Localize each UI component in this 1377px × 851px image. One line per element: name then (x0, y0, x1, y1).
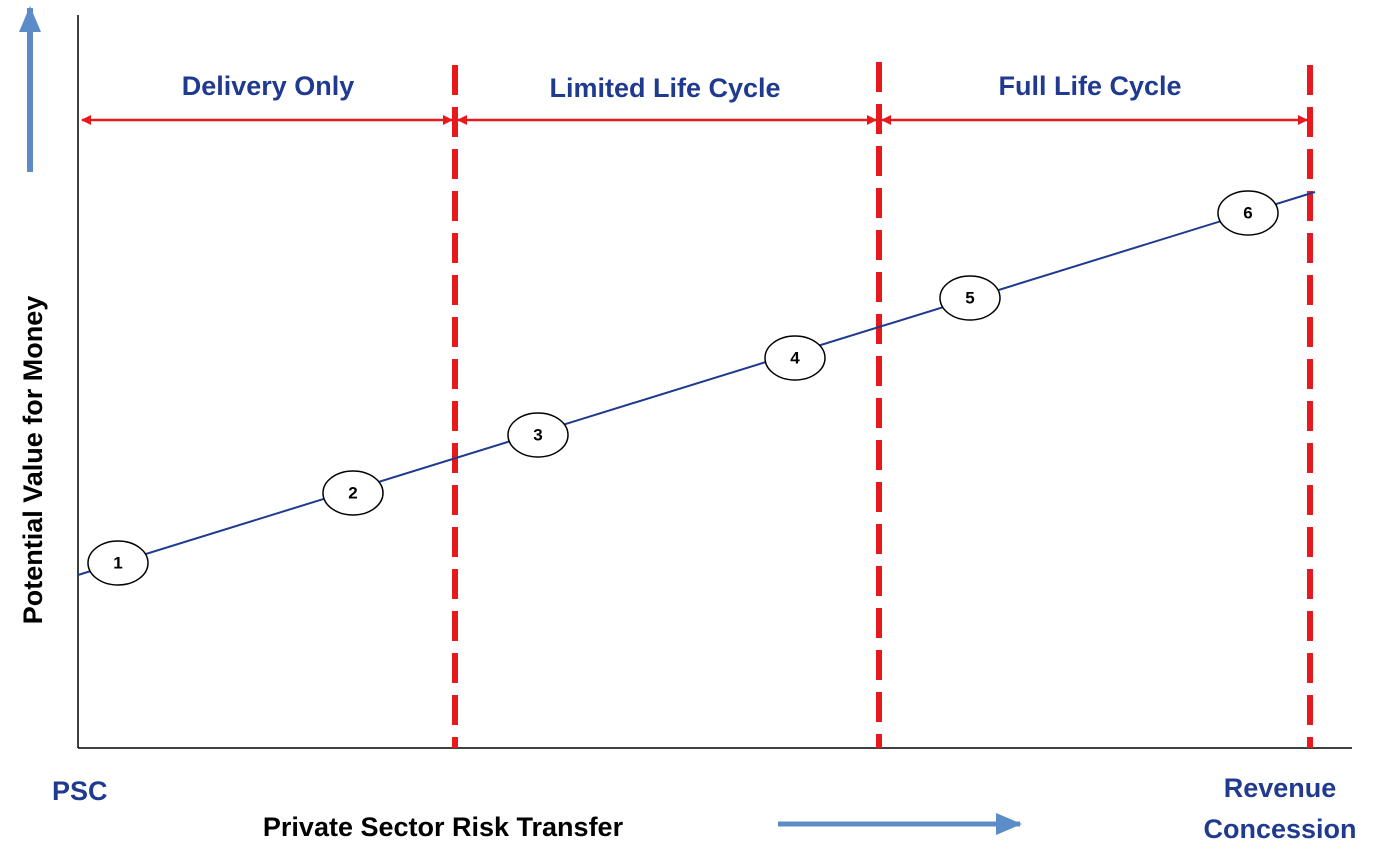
node-label: 4 (790, 348, 800, 367)
zone-dividers (452, 62, 1313, 748)
node-circle (507, 412, 569, 458)
x-end-label: Revenue (1224, 773, 1337, 803)
node-label: 5 (965, 288, 974, 307)
trend-line (77, 191, 1316, 576)
x-end-label: Concession (1203, 814, 1356, 844)
node-circle (322, 470, 384, 516)
node-circle (939, 275, 1001, 321)
zone-label: Limited Life Cycle (549, 73, 780, 103)
node-circle (764, 335, 826, 381)
node-label: 6 (1243, 203, 1252, 222)
x-start-label: PSC (52, 776, 108, 806)
node-label: 2 (348, 483, 357, 502)
zone-label: Delivery Only (182, 71, 355, 101)
node-label: 3 (533, 425, 542, 444)
node-label: 1 (113, 553, 122, 572)
node-circle (1217, 190, 1279, 236)
nodes: 1 2 3 4 5 6 (87, 190, 1279, 586)
y-axis-label: Potential Value for Money (18, 296, 48, 625)
zone-label: Full Life Cycle (998, 71, 1181, 101)
x-axis-label: Private Sector Risk Transfer (263, 812, 624, 842)
node-circle (87, 540, 149, 586)
